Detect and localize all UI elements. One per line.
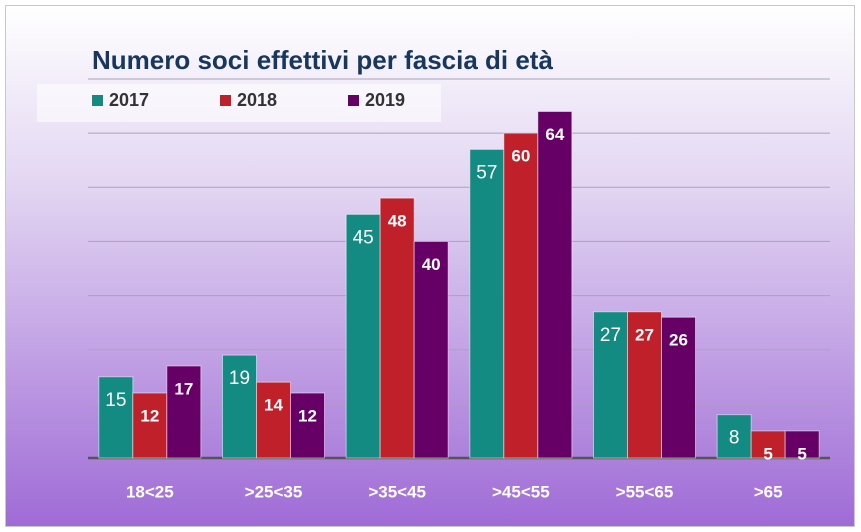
value-label: 12 [140, 407, 159, 426]
bar [503, 132, 539, 459]
x-tick-label: 18<25 [126, 482, 174, 501]
value-label: 5 [763, 444, 772, 463]
value-label: 17 [174, 379, 193, 398]
legend-label: 2017 [109, 90, 149, 110]
value-label: 19 [229, 368, 250, 389]
value-label: 27 [635, 325, 654, 344]
bars [98, 110, 820, 459]
value-label: 26 [669, 331, 688, 350]
bar [166, 365, 202, 459]
bar [222, 354, 257, 459]
value-label: 14 [264, 396, 283, 415]
bar [593, 311, 628, 459]
bar [413, 240, 449, 459]
value-label: 8 [729, 428, 740, 449]
labels: 18<25 15 12 17 >25<35 19 14 12 >35<45 45 48 40 >45<5… [105, 125, 807, 502]
value-label: 5 [797, 444, 806, 463]
chart-title: Numero soci effettivi per fascia di età [92, 45, 553, 75]
grid [88, 78, 830, 460]
bar [750, 430, 786, 459]
x-tick-label: >65 [754, 482, 783, 501]
value-label: 60 [511, 147, 530, 166]
bar [256, 381, 291, 459]
value-label: 15 [105, 390, 126, 411]
bar [379, 197, 415, 459]
value-label: 64 [545, 125, 564, 144]
bar [661, 316, 696, 459]
value-label: 27 [600, 325, 621, 346]
legend-label: 2019 [365, 90, 405, 110]
value-label: 48 [388, 212, 407, 231]
value-label: 45 [353, 227, 374, 248]
bar [627, 311, 662, 459]
legend-label: 2018 [237, 90, 277, 110]
x-tick-label: >45<55 [492, 482, 550, 501]
value-label: 57 [476, 162, 497, 183]
bar [784, 430, 820, 459]
x-tick-label: >35<45 [368, 482, 426, 501]
legend-swatch [220, 95, 231, 106]
legend-swatch [92, 95, 103, 106]
bar [345, 213, 381, 459]
x-tick-label: >25<35 [245, 482, 303, 501]
legend-background [37, 84, 441, 122]
bar [537, 110, 573, 459]
value-label: 12 [298, 407, 317, 426]
bar [469, 148, 505, 459]
bar [290, 392, 325, 459]
bar [132, 392, 168, 459]
legend-swatch [348, 95, 359, 106]
bar [98, 376, 134, 459]
x-tick-label: >55<65 [616, 482, 674, 501]
bar [716, 414, 752, 459]
value-label: 40 [422, 255, 441, 274]
legend: 2017 2018 2019 [92, 90, 405, 110]
